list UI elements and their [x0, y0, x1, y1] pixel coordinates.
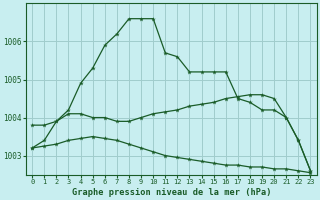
- X-axis label: Graphe pression niveau de la mer (hPa): Graphe pression niveau de la mer (hPa): [72, 188, 271, 197]
